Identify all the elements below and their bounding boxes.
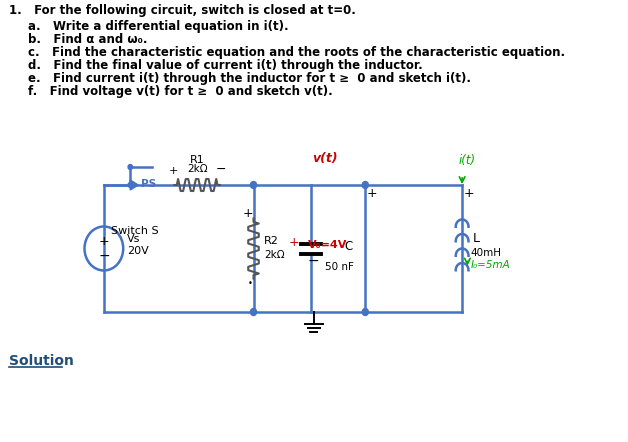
Text: 1.   For the following circuit, switch is closed at t=0.: 1. For the following circuit, switch is … — [9, 4, 355, 17]
Text: L: L — [473, 232, 480, 245]
Text: +: + — [367, 187, 377, 200]
Text: +: + — [288, 236, 299, 249]
Text: d.   Find the final value of current i(t) through the inductor.: d. Find the final value of current i(t) … — [28, 59, 423, 72]
Circle shape — [251, 182, 257, 188]
Text: Solution: Solution — [9, 354, 73, 368]
Text: V₀=4V: V₀=4V — [308, 240, 347, 249]
Text: 2kΩ: 2kΩ — [264, 249, 284, 259]
Text: −: − — [308, 254, 319, 267]
Text: 2kΩ: 2kΩ — [187, 164, 207, 174]
Text: +: + — [99, 235, 109, 248]
Text: v(t): v(t) — [312, 152, 338, 165]
Text: I₀=5mA: I₀=5mA — [471, 260, 511, 271]
Polygon shape — [130, 180, 138, 190]
Text: 50 nF: 50 nF — [325, 262, 354, 271]
Text: +: + — [464, 187, 475, 200]
Circle shape — [128, 183, 133, 187]
Text: Switch S: Switch S — [111, 225, 158, 236]
Text: C: C — [345, 240, 353, 253]
Text: −: − — [98, 248, 110, 263]
Text: •: • — [247, 279, 252, 288]
Text: +: + — [243, 207, 254, 220]
Circle shape — [362, 182, 369, 188]
Text: i(t): i(t) — [458, 154, 476, 167]
Text: PS: PS — [141, 179, 156, 189]
Text: 20V: 20V — [127, 247, 148, 256]
Circle shape — [251, 309, 257, 316]
Text: a.   Write a differential equation in i(t).: a. Write a differential equation in i(t)… — [28, 20, 289, 33]
Text: e.   Find current i(t) through the inductor for t ≥  0 and sketch i(t).: e. Find current i(t) through the inducto… — [28, 72, 471, 85]
Circle shape — [362, 309, 369, 316]
Text: R1: R1 — [190, 155, 205, 165]
Text: 40mH: 40mH — [471, 248, 502, 258]
Text: +: + — [169, 166, 178, 176]
Text: −: − — [215, 163, 226, 176]
Text: f.   Find voltage v(t) for t ≥  0 and sketch v(t).: f. Find voltage v(t) for t ≥ 0 and sketc… — [28, 85, 333, 98]
Text: R2: R2 — [264, 236, 279, 245]
Circle shape — [128, 164, 133, 169]
Text: c.   Find the characteristic equation and the roots of the characteristic equati: c. Find the characteristic equation and … — [28, 46, 565, 59]
Text: Vs: Vs — [127, 235, 140, 244]
Text: b.   Find α and ω₀.: b. Find α and ω₀. — [28, 33, 148, 46]
